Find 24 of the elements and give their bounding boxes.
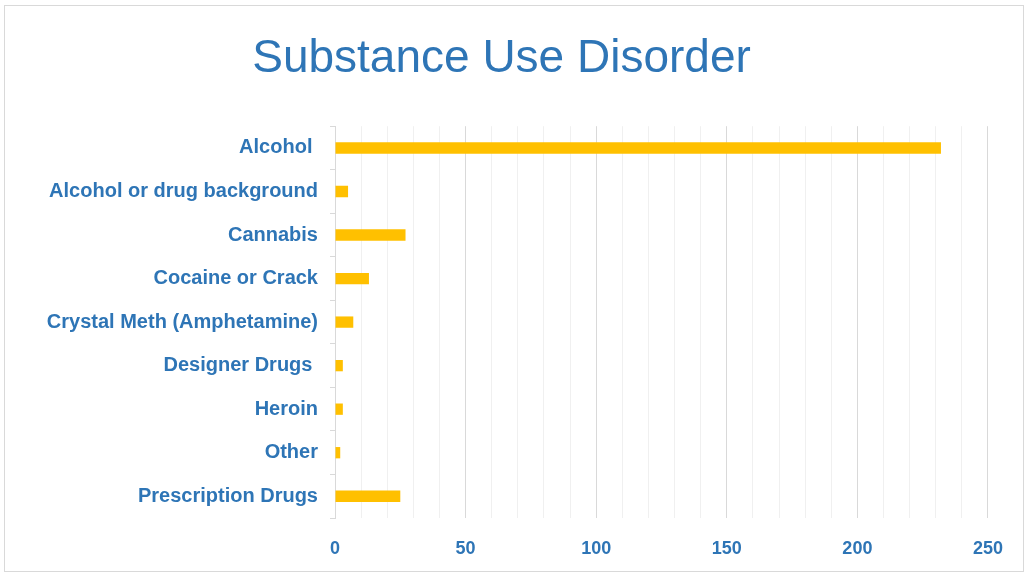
- y-tick-label: Prescription Drugs: [137, 483, 318, 506]
- x-tick-label: 200: [842, 537, 873, 558]
- bar: [335, 403, 343, 415]
- bar: [335, 229, 406, 241]
- chart-title: Substance Use Disorder: [252, 30, 751, 83]
- y-tick-label: Cannabis: [227, 222, 318, 245]
- bar: [335, 490, 401, 502]
- x-tick-label: 50: [455, 537, 476, 558]
- x-tick-label: 0: [329, 537, 341, 558]
- y-tick-label: Alcohol or drug background: [49, 179, 318, 202]
- y-tick-label: Cocaine or Crack: [153, 266, 319, 289]
- bar: [335, 142, 941, 154]
- x-tick-label: 250: [972, 537, 1004, 558]
- x-tick-label: 150: [711, 537, 742, 558]
- bar: [335, 359, 343, 372]
- y-tick-label: Crystal Meth (Amphetamine): [46, 309, 318, 332]
- x-tick-label: 100: [581, 537, 612, 558]
- bar: [335, 316, 354, 328]
- y-tick-label: Other: [264, 440, 319, 463]
- y-tick-label: Alcohol: [239, 135, 318, 158]
- y-tick-label: Heroin: [254, 396, 318, 419]
- y-tick-label: Designer Drugs: [163, 353, 318, 376]
- bar: [335, 272, 369, 285]
- bar: [335, 185, 349, 198]
